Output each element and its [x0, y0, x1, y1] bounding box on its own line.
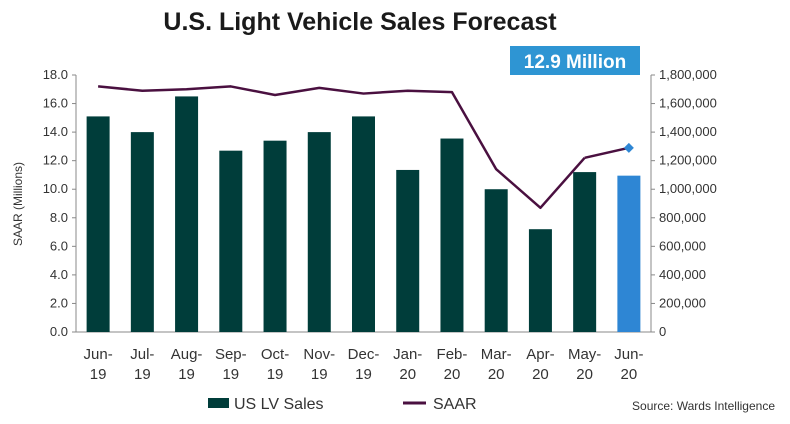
y2-tick-label: 1,400,000: [659, 124, 717, 139]
x-tick-label-month: Aug-: [171, 346, 203, 363]
bar-jul19: [130, 132, 154, 332]
x-tick-label-year: 19: [267, 366, 284, 383]
bar-oct19: [263, 140, 287, 332]
x-tick-label-month: Apr-: [526, 346, 554, 363]
x-tick-label-month: Sep-: [215, 346, 247, 363]
x-tick-label-month: Mar-: [481, 346, 512, 363]
legend-swatch-bars: [208, 398, 229, 408]
x-tick-label-year: 19: [90, 366, 107, 383]
y2-tick-label: 200,000: [659, 295, 706, 310]
x-tick-label-year: 20: [399, 366, 416, 383]
x-tick-label-month: Jun-: [84, 346, 113, 363]
x-tick-label-year: 20: [532, 366, 549, 383]
y2-tick-label: 600,000: [659, 238, 706, 253]
y2-tick-label: 1,600,000: [659, 96, 717, 111]
forecast-callout: 12.9 Million: [510, 46, 640, 75]
x-axis-categories: Jun- 19 Jul- 19 Aug- 19 Sep- 19 Oct- 19 Nov- 19 Dec-…: [84, 346, 644, 383]
y-tick-label: 6.0: [50, 238, 68, 253]
source-note: Source: Wards Intelligence: [632, 399, 775, 413]
forecast-callout-text: 12.9 Million: [524, 52, 626, 73]
bar-apr20: [528, 229, 552, 332]
bar-dec19: [352, 116, 375, 333]
x-tick-label-year: 19: [311, 366, 328, 383]
x-tick-label-month: Nov-: [303, 346, 335, 363]
y-tick-label: 8.0: [50, 210, 68, 225]
bars: [86, 96, 641, 333]
x-tick-label-year: 19: [355, 366, 372, 383]
y2-tick-label: 0: [659, 324, 666, 339]
x-tick-label-year: 19: [222, 366, 239, 383]
x-tick-label-year: 19: [134, 366, 151, 383]
bar-may20: [573, 172, 597, 332]
y-tick-label: 0.0: [50, 324, 68, 339]
x-tick-label-year: 20: [576, 366, 593, 383]
y-tick-label: 14.0: [43, 124, 68, 139]
bar-aug19: [175, 96, 199, 333]
bar-jan20: [396, 169, 420, 332]
y2-tick-label: 1,000,000: [659, 181, 717, 196]
y-tick-label: 10.0: [43, 181, 68, 196]
bar-feb20: [440, 138, 464, 332]
y-tick-label: 4.0: [50, 267, 68, 282]
x-tick-label-year: 19: [178, 366, 195, 383]
saar-line-forecast-segment: [584, 146, 630, 160]
x-tick-label-month: Feb-: [437, 346, 468, 363]
bar-mar20: [484, 189, 508, 332]
x-tick-label-month: Dec-: [348, 346, 380, 363]
legend-label-line: SAAR: [433, 396, 477, 413]
y-tick-label: 2.0: [50, 295, 68, 310]
y2-tick-label: 1,200,000: [659, 153, 717, 168]
x-tick-label-month: May-: [568, 346, 601, 363]
y-tick-label: 12.0: [43, 153, 68, 168]
bar-jun19: [86, 116, 110, 333]
y2-axis-ticks: 0 200,000 400,000 600,000 800,000 1,000,000 1,…: [651, 67, 717, 339]
y-tick-label: 16.0: [43, 96, 68, 111]
legend: US LV Sales SAAR: [208, 396, 477, 413]
x-tick-label-year: 20: [488, 366, 505, 383]
y-axis-label: SAAR (Millions): [11, 162, 25, 246]
bar-nov19: [307, 132, 331, 332]
x-tick-label-month: Jul-: [130, 346, 154, 363]
legend-label-bars: US LV Sales: [234, 396, 324, 413]
x-tick-label-year: 20: [444, 366, 461, 383]
bar-jun20: [617, 175, 641, 332]
chart-title: U.S. Light Vehicle Sales Forecast: [163, 8, 557, 36]
x-tick-label-month: Jun-: [614, 346, 643, 363]
y-tick-label: 18.0: [43, 67, 68, 82]
y2-tick-label: 400,000: [659, 267, 706, 282]
saar-line-path: [97, 85, 586, 210]
saar-forecast-marker: [623, 142, 634, 153]
y-axis-ticks: 0.0 2.0 4.0 6.0 8.0 10.0 12.0 14.0 16.0 18.0: [43, 67, 76, 339]
x-tick-label-month: Jan-: [393, 346, 422, 363]
x-tick-label-year: 20: [621, 366, 638, 383]
forecast-callout-box: [510, 46, 640, 75]
bar-sep19: [219, 150, 243, 332]
y2-tick-label: 1,800,000: [659, 67, 717, 82]
saar-line: [97, 85, 634, 210]
y2-tick-label: 800,000: [659, 210, 706, 225]
x-tick-label-month: Oct-: [261, 346, 289, 363]
